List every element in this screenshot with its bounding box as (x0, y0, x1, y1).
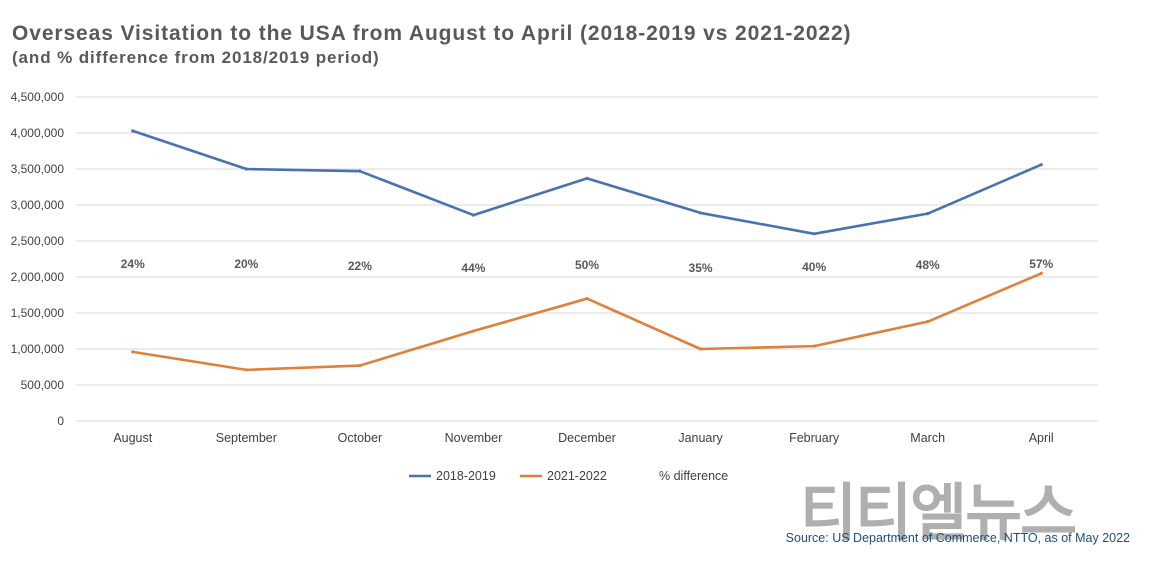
data-point (471, 329, 476, 333)
data-point (926, 212, 930, 216)
y-tick-label: 4,500,000 (11, 90, 65, 104)
legend-label: % difference (659, 469, 728, 483)
y-tick-label: 2,000,000 (11, 270, 65, 284)
data-point (1039, 163, 1043, 167)
legend-label: 2021-2022 (547, 469, 607, 483)
data-point (698, 211, 703, 215)
data-point (585, 297, 589, 301)
x-tick-label: December (558, 431, 616, 445)
y-tick-label: 3,000,000 (11, 198, 65, 212)
y-tick-label: 2,500,000 (11, 234, 65, 248)
source-note: Source: US Department of Commerce, NTTO,… (785, 531, 1130, 545)
data-point (698, 347, 703, 351)
chart-title: Overseas Visitation to the USA from Augu… (12, 22, 852, 45)
data-point (585, 176, 589, 180)
pct-difference-label: 20% (234, 257, 258, 271)
x-tick-label: August (113, 431, 152, 445)
y-tick-label: 500,000 (21, 378, 65, 392)
x-tick-label: March (910, 431, 945, 445)
pct-difference-label: 57% (1029, 257, 1053, 271)
legend-label: 2018-2019 (436, 469, 496, 483)
y-tick-label: 3,500,000 (11, 162, 65, 176)
pct-difference-label: 48% (916, 258, 940, 272)
pct-difference-label: 40% (802, 260, 826, 274)
y-tick-label: 1,000,000 (11, 342, 65, 356)
data-point (926, 320, 930, 324)
x-tick-label: September (216, 431, 277, 445)
pct-difference-label: 22% (348, 259, 372, 273)
x-tick-label: April (1029, 431, 1054, 445)
watermark-logo: 티티엘뉴스 (800, 476, 1077, 549)
data-point (131, 350, 135, 354)
data-point (358, 363, 362, 368)
chart-subtitle: (and % difference from 2018/2019 period) (12, 48, 380, 67)
pct-difference-label: 50% (575, 258, 599, 272)
series-line-2018-2019 (131, 129, 1043, 236)
y-tick-label: 0 (57, 414, 64, 428)
data-point (244, 167, 248, 171)
pct-difference-label: 44% (461, 261, 485, 275)
pct-difference-label: 24% (121, 257, 145, 271)
data-point (244, 368, 248, 372)
y-tick-label: 4,000,000 (11, 126, 65, 140)
x-tick-label: November (445, 431, 503, 445)
data-point (812, 232, 816, 236)
y-tick-label: 1,500,000 (11, 306, 65, 320)
pct-difference-label: 35% (689, 261, 713, 275)
x-tick-label: February (789, 431, 840, 445)
series-line-2021-2022 (131, 272, 1043, 372)
x-tick-label: January (678, 431, 723, 445)
x-tick-label: October (338, 431, 382, 445)
data-point (358, 169, 362, 173)
data-point (812, 344, 816, 348)
data-point (131, 129, 135, 133)
data-point (1039, 271, 1043, 275)
data-point (471, 213, 476, 217)
